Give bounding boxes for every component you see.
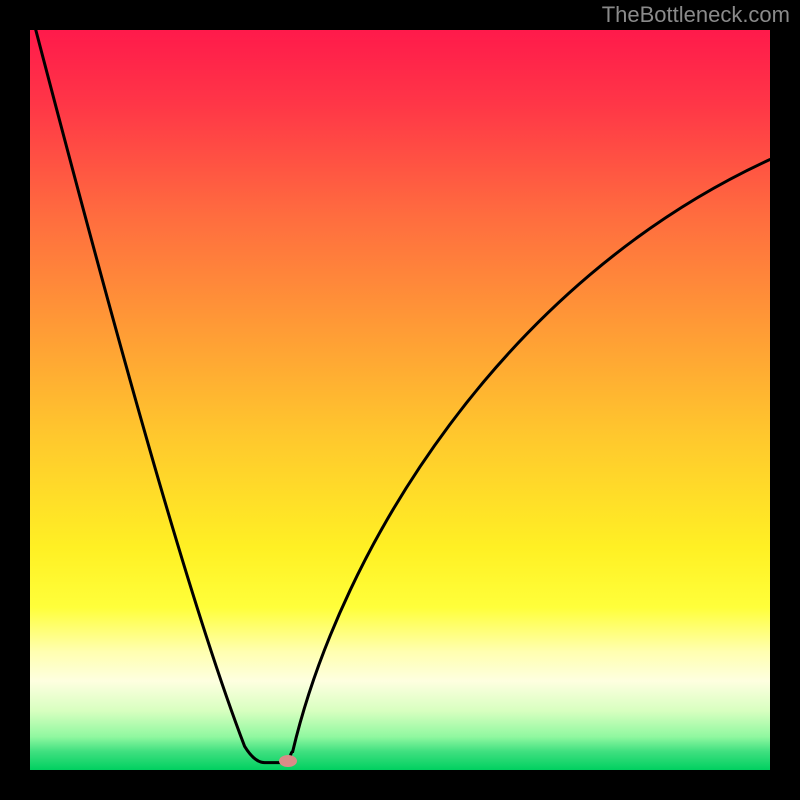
watermark-text: TheBottleneck.com: [602, 2, 790, 28]
optimal-point-marker: [279, 755, 297, 767]
gradient-background: [30, 30, 770, 770]
bottleneck-chart: [30, 30, 770, 770]
chart-container: TheBottleneck.com: [0, 0, 800, 800]
